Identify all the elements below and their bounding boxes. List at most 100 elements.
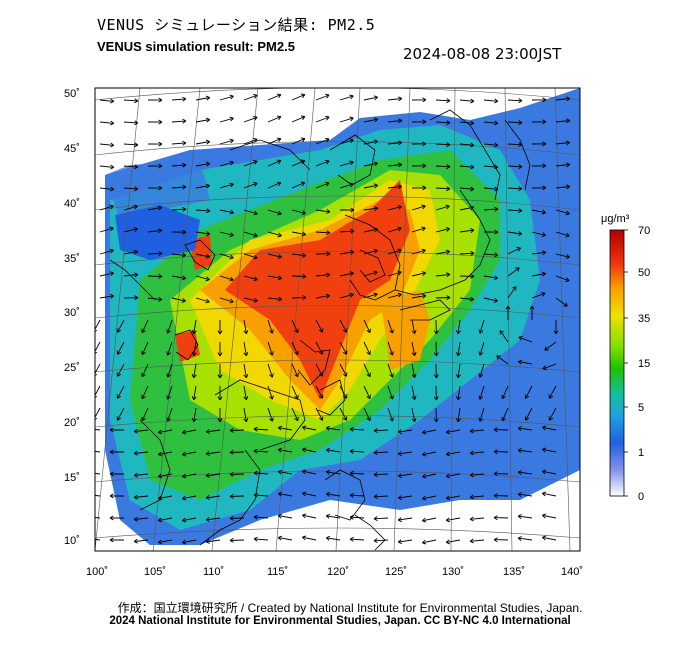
wind-arrow [181, 473, 197, 479]
wind-arrow [133, 494, 149, 500]
wind-arrow [133, 428, 149, 434]
wind-arrow [339, 138, 354, 145]
wind-arrow [548, 407, 557, 421]
wind-arrow [363, 183, 379, 189]
wind-arrow [411, 204, 426, 211]
wind-arrow [517, 492, 533, 497]
wind-arrow [253, 470, 269, 476]
wind-arrow [277, 491, 293, 497]
wind-arrow [291, 159, 306, 167]
wind-arrow [411, 407, 417, 423]
wind-arrow [435, 295, 451, 301]
wind-arrow [315, 272, 331, 278]
wind-arrow [191, 341, 197, 357]
wind-arrow [181, 429, 197, 435]
wind-arrow [181, 539, 197, 545]
wind-arrow [147, 185, 163, 191]
wind-arrow [301, 425, 317, 431]
wind-arrow [349, 536, 365, 542]
wind-arrow [301, 469, 317, 475]
wind-arrow [433, 363, 439, 379]
lon-tick-label: 130˚ [442, 566, 464, 578]
lon-tick-label: 140˚ [561, 566, 583, 578]
wind-arrow [501, 385, 509, 400]
wind-arrow [123, 142, 139, 148]
wind-arrow [195, 253, 211, 259]
wind-arrow [181, 451, 197, 457]
wind-arrow [267, 319, 274, 334]
wind-arrow [373, 472, 389, 478]
wind-arrow [397, 495, 413, 501]
wind-arrow [267, 275, 283, 281]
wind-arrow [493, 515, 509, 521]
wind-arrow [483, 252, 499, 258]
wind-arrow [435, 142, 451, 148]
wind-arrow [555, 162, 571, 168]
wind-arrow [541, 469, 557, 475]
wind-arrow [133, 472, 149, 478]
wind-arrow [291, 137, 306, 145]
wind-arrow [243, 159, 258, 167]
wind-arrow [291, 363, 299, 378]
wind-arrow [459, 186, 475, 192]
latitude-ticks: 50˚ 45˚ 40˚ 35˚ 30˚ 25˚ 20˚ 15˚ 10˚ [64, 88, 80, 547]
wind-arrow [445, 429, 461, 435]
wind-arrow [411, 271, 426, 277]
wind-arrow [456, 363, 461, 379]
wind-arrow [517, 536, 533, 541]
wind-arrow [195, 117, 211, 123]
wind-arrow [459, 205, 475, 211]
wind-arrow [339, 319, 348, 333]
wind-arrow [205, 429, 221, 434]
lat-tick-label: 15˚ [64, 472, 80, 484]
wind-arrow [195, 183, 211, 189]
wind-arrow [411, 341, 417, 357]
wind-arrow [95, 516, 101, 519]
wind-arrow [397, 451, 413, 457]
wind-arrow [469, 538, 485, 544]
wind-arrow [411, 97, 427, 103]
wind-arrow [518, 335, 533, 343]
wind-arrow [277, 447, 293, 453]
wind-arrow [363, 270, 378, 277]
wind-arrow [531, 271, 547, 277]
wind-arrow [219, 297, 234, 304]
wind-arrow [243, 297, 259, 303]
wind-arrow [435, 98, 451, 104]
wind-arrow [435, 272, 451, 278]
wind-arrow [147, 119, 163, 125]
wind-arrow [267, 93, 282, 101]
lat-tick-label: 25˚ [64, 362, 80, 374]
wind-arrow [421, 495, 437, 501]
wind-arrow [243, 93, 258, 101]
wind-arrow [191, 363, 197, 379]
wind-arrow [483, 186, 499, 192]
wind-arrow [195, 95, 211, 101]
wind-arrow [349, 492, 365, 498]
wind-arrow [195, 161, 211, 167]
wind-arrow [507, 267, 520, 277]
wind-arrow [493, 493, 509, 499]
wind-arrow [253, 426, 269, 432]
wind-arrow [291, 209, 306, 216]
wind-arrow [229, 449, 245, 455]
wind-arrow [277, 513, 293, 519]
map-panel [95, 88, 580, 551]
wind-arrow [147, 228, 163, 234]
wind-arrow [181, 495, 197, 501]
wind-arrow [478, 385, 485, 400]
wind-arrow [483, 98, 499, 104]
wind-arrow [267, 137, 282, 145]
wind-arrow [141, 407, 149, 422]
wind-arrow [267, 181, 282, 189]
wind-arrow [315, 407, 324, 421]
wind-arrow [445, 473, 461, 479]
wind-arrow [99, 186, 115, 192]
wind-arrow [147, 273, 163, 279]
wind-arrow [363, 117, 379, 123]
wind-arrow [339, 228, 355, 234]
wind-arrow [445, 517, 461, 523]
wind-arrow [507, 247, 521, 255]
wind-arrow [99, 248, 114, 255]
wind-arrow [411, 319, 417, 335]
